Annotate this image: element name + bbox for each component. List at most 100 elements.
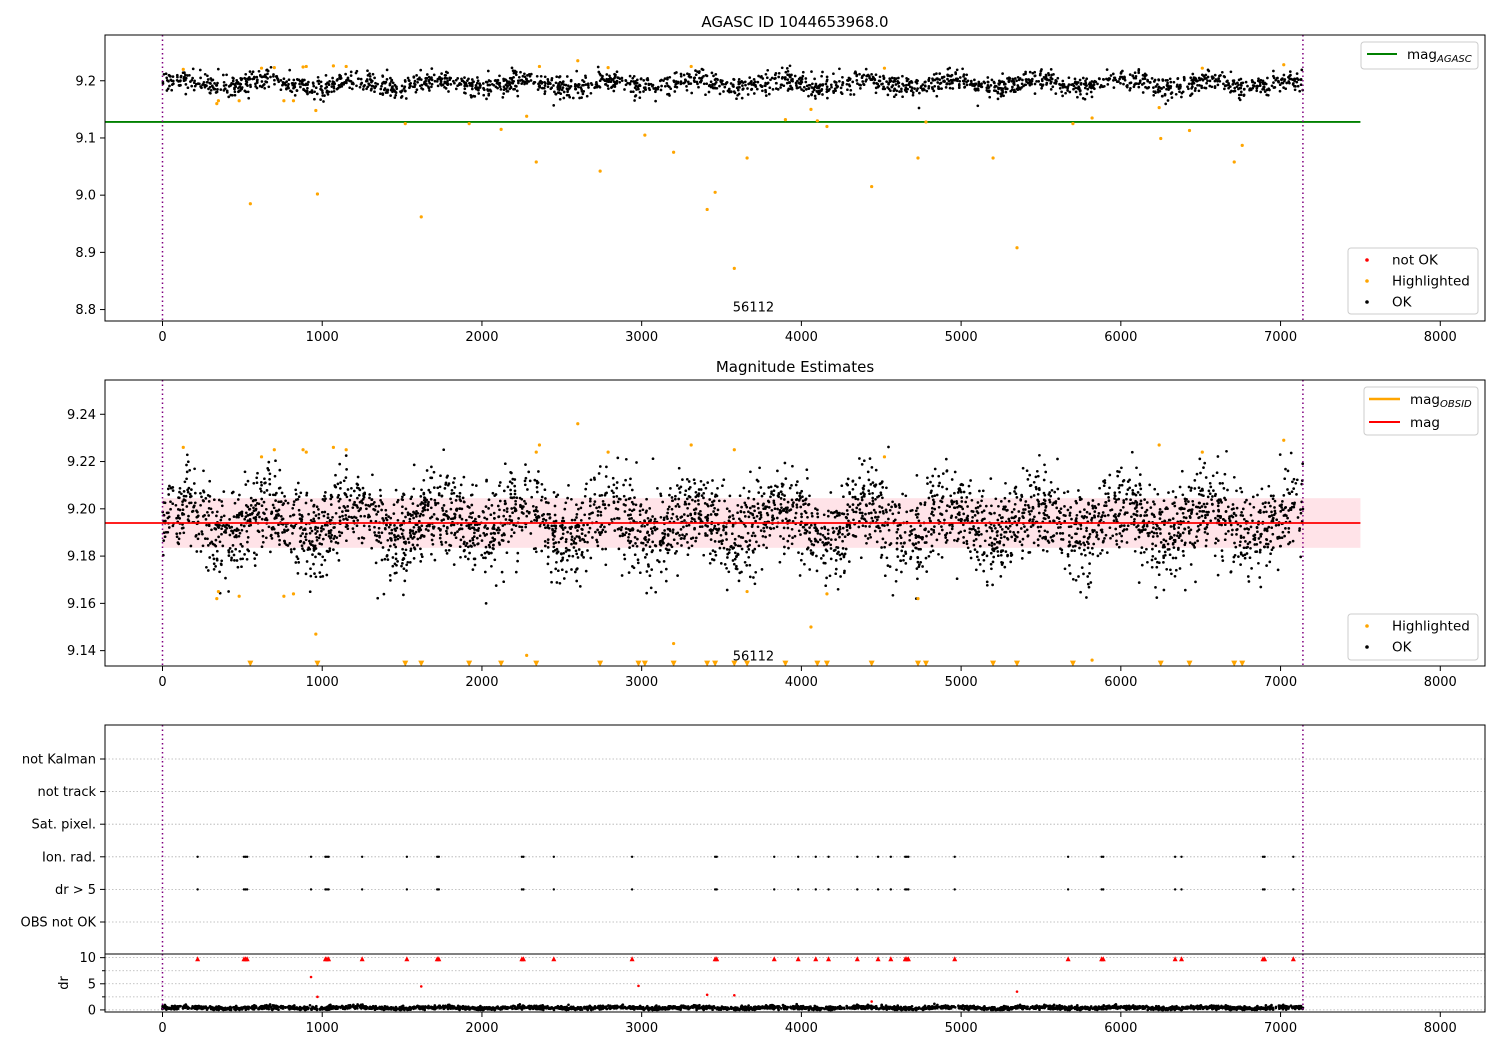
data-point	[736, 544, 740, 548]
data-point	[1226, 79, 1229, 83]
data-point	[290, 550, 293, 554]
data-point	[808, 568, 812, 571]
data-point	[1205, 502, 1209, 506]
data-point	[427, 86, 431, 90]
data-point	[589, 478, 593, 482]
data-point	[467, 122, 471, 126]
data-point	[498, 74, 501, 78]
data-point	[694, 73, 698, 77]
data-point	[981, 489, 985, 493]
data-point	[1118, 532, 1122, 535]
data-point	[313, 97, 316, 101]
data-point	[800, 512, 803, 516]
data-point	[725, 81, 728, 85]
data-point	[1232, 79, 1236, 82]
data-point	[555, 75, 559, 79]
data-point	[551, 532, 555, 535]
data-point	[560, 88, 564, 92]
data-point	[613, 529, 617, 532]
data-point	[1164, 102, 1168, 106]
data-point	[613, 75, 617, 78]
data-point	[453, 515, 457, 519]
data-point	[288, 68, 292, 72]
data-point	[1239, 83, 1243, 87]
data-point	[1278, 453, 1282, 456]
data-point	[484, 80, 488, 84]
data-point	[945, 487, 949, 491]
data-point	[1105, 551, 1109, 554]
data-point	[456, 77, 460, 80]
data-point	[215, 102, 219, 106]
data-point	[391, 556, 395, 559]
data-point	[906, 77, 910, 81]
data-point	[772, 493, 775, 497]
data-point	[864, 534, 867, 538]
data-point	[1186, 509, 1190, 513]
data-point	[659, 492, 662, 496]
x-tick-label: 6000	[1104, 330, 1137, 345]
data-point	[825, 75, 829, 79]
data-point	[900, 549, 904, 553]
data-point	[260, 483, 263, 487]
data-point	[315, 192, 320, 196]
data-point	[719, 562, 723, 565]
data-point	[502, 580, 506, 584]
data-point	[312, 84, 316, 88]
data-point	[847, 560, 851, 563]
data-point	[200, 530, 204, 533]
data-point	[838, 513, 841, 517]
data-point	[419, 215, 423, 219]
data-point	[801, 74, 805, 78]
data-point	[400, 532, 404, 536]
data-point	[1152, 86, 1155, 89]
data-point	[327, 531, 331, 535]
data-point	[839, 86, 843, 90]
data-point	[666, 551, 670, 555]
data-point	[1027, 78, 1031, 81]
data-point	[1251, 86, 1255, 90]
data-point	[1058, 86, 1062, 90]
data-point	[1105, 68, 1109, 71]
data-point	[867, 512, 871, 515]
data-point	[317, 516, 321, 520]
data-point	[1183, 588, 1187, 592]
data-point	[1190, 92, 1194, 96]
data-point	[174, 503, 178, 507]
data-point	[1295, 72, 1299, 75]
data-point	[1227, 529, 1230, 533]
data-point	[444, 549, 448, 552]
data-point	[401, 562, 404, 565]
data-point	[882, 77, 886, 81]
data-point	[1248, 556, 1252, 560]
data-point	[303, 89, 307, 93]
data-point	[867, 489, 871, 493]
data-point	[1282, 494, 1286, 497]
data-point	[1016, 84, 1020, 87]
data-point	[685, 524, 689, 528]
data-point	[814, 82, 818, 86]
data-point	[989, 84, 993, 87]
data-point	[395, 85, 398, 89]
data-point	[679, 72, 683, 76]
data-point	[1120, 539, 1124, 543]
data-point	[1196, 539, 1199, 543]
data-point	[208, 495, 212, 498]
data-point	[752, 78, 756, 81]
data-point	[412, 516, 415, 520]
data-point	[447, 90, 450, 93]
data-point	[822, 543, 826, 547]
data-point	[712, 74, 715, 78]
data-point	[785, 81, 789, 85]
data-point	[458, 507, 461, 511]
data-point	[1157, 561, 1161, 565]
data-point	[532, 81, 536, 84]
data-point	[1032, 480, 1036, 484]
data-point	[228, 533, 232, 537]
data-point	[643, 133, 647, 137]
data-point	[576, 556, 580, 559]
data-point	[182, 494, 186, 498]
data-point	[258, 73, 262, 77]
data-point	[385, 78, 389, 81]
data-point	[1012, 88, 1016, 92]
data-point	[918, 91, 921, 95]
